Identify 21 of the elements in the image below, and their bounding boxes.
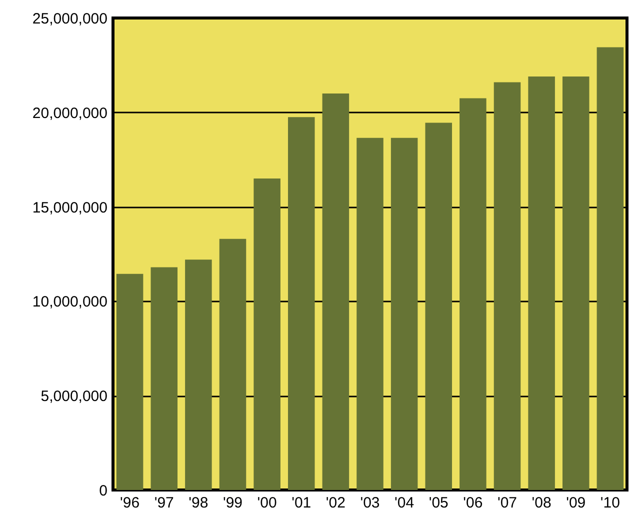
x-tick-label: '04 — [394, 494, 414, 512]
x-tick-label: '08 — [532, 494, 552, 512]
x-tick-label: '05 — [428, 494, 448, 512]
x-tick-label: '03 — [360, 494, 380, 512]
x-tick-label: '00 — [257, 494, 277, 512]
x-tick-label: '09 — [566, 494, 586, 512]
x-tick-label: '07 — [497, 494, 518, 512]
y-tick-label: 5,000,000 — [40, 388, 108, 406]
x-tick-label: '97 — [154, 494, 174, 512]
x-tick-label: '01 — [292, 494, 312, 512]
x-tick-label: '02 — [326, 494, 346, 512]
x-tick-label: '99 — [222, 494, 243, 512]
y-tick-label: 25,000,000 — [32, 10, 108, 28]
x-tick-label: '06 — [463, 494, 483, 512]
y-tick-label: 20,000,000 — [32, 104, 108, 122]
x-tick-label: '96 — [120, 494, 140, 512]
y-tick-label: 0 — [99, 482, 108, 500]
y-tick-label: 15,000,000 — [32, 199, 108, 216]
y-tick-label: 10,000,000 — [32, 294, 108, 311]
x-tick-label: '10 — [600, 494, 620, 512]
x-tick-label: '98 — [188, 494, 208, 512]
